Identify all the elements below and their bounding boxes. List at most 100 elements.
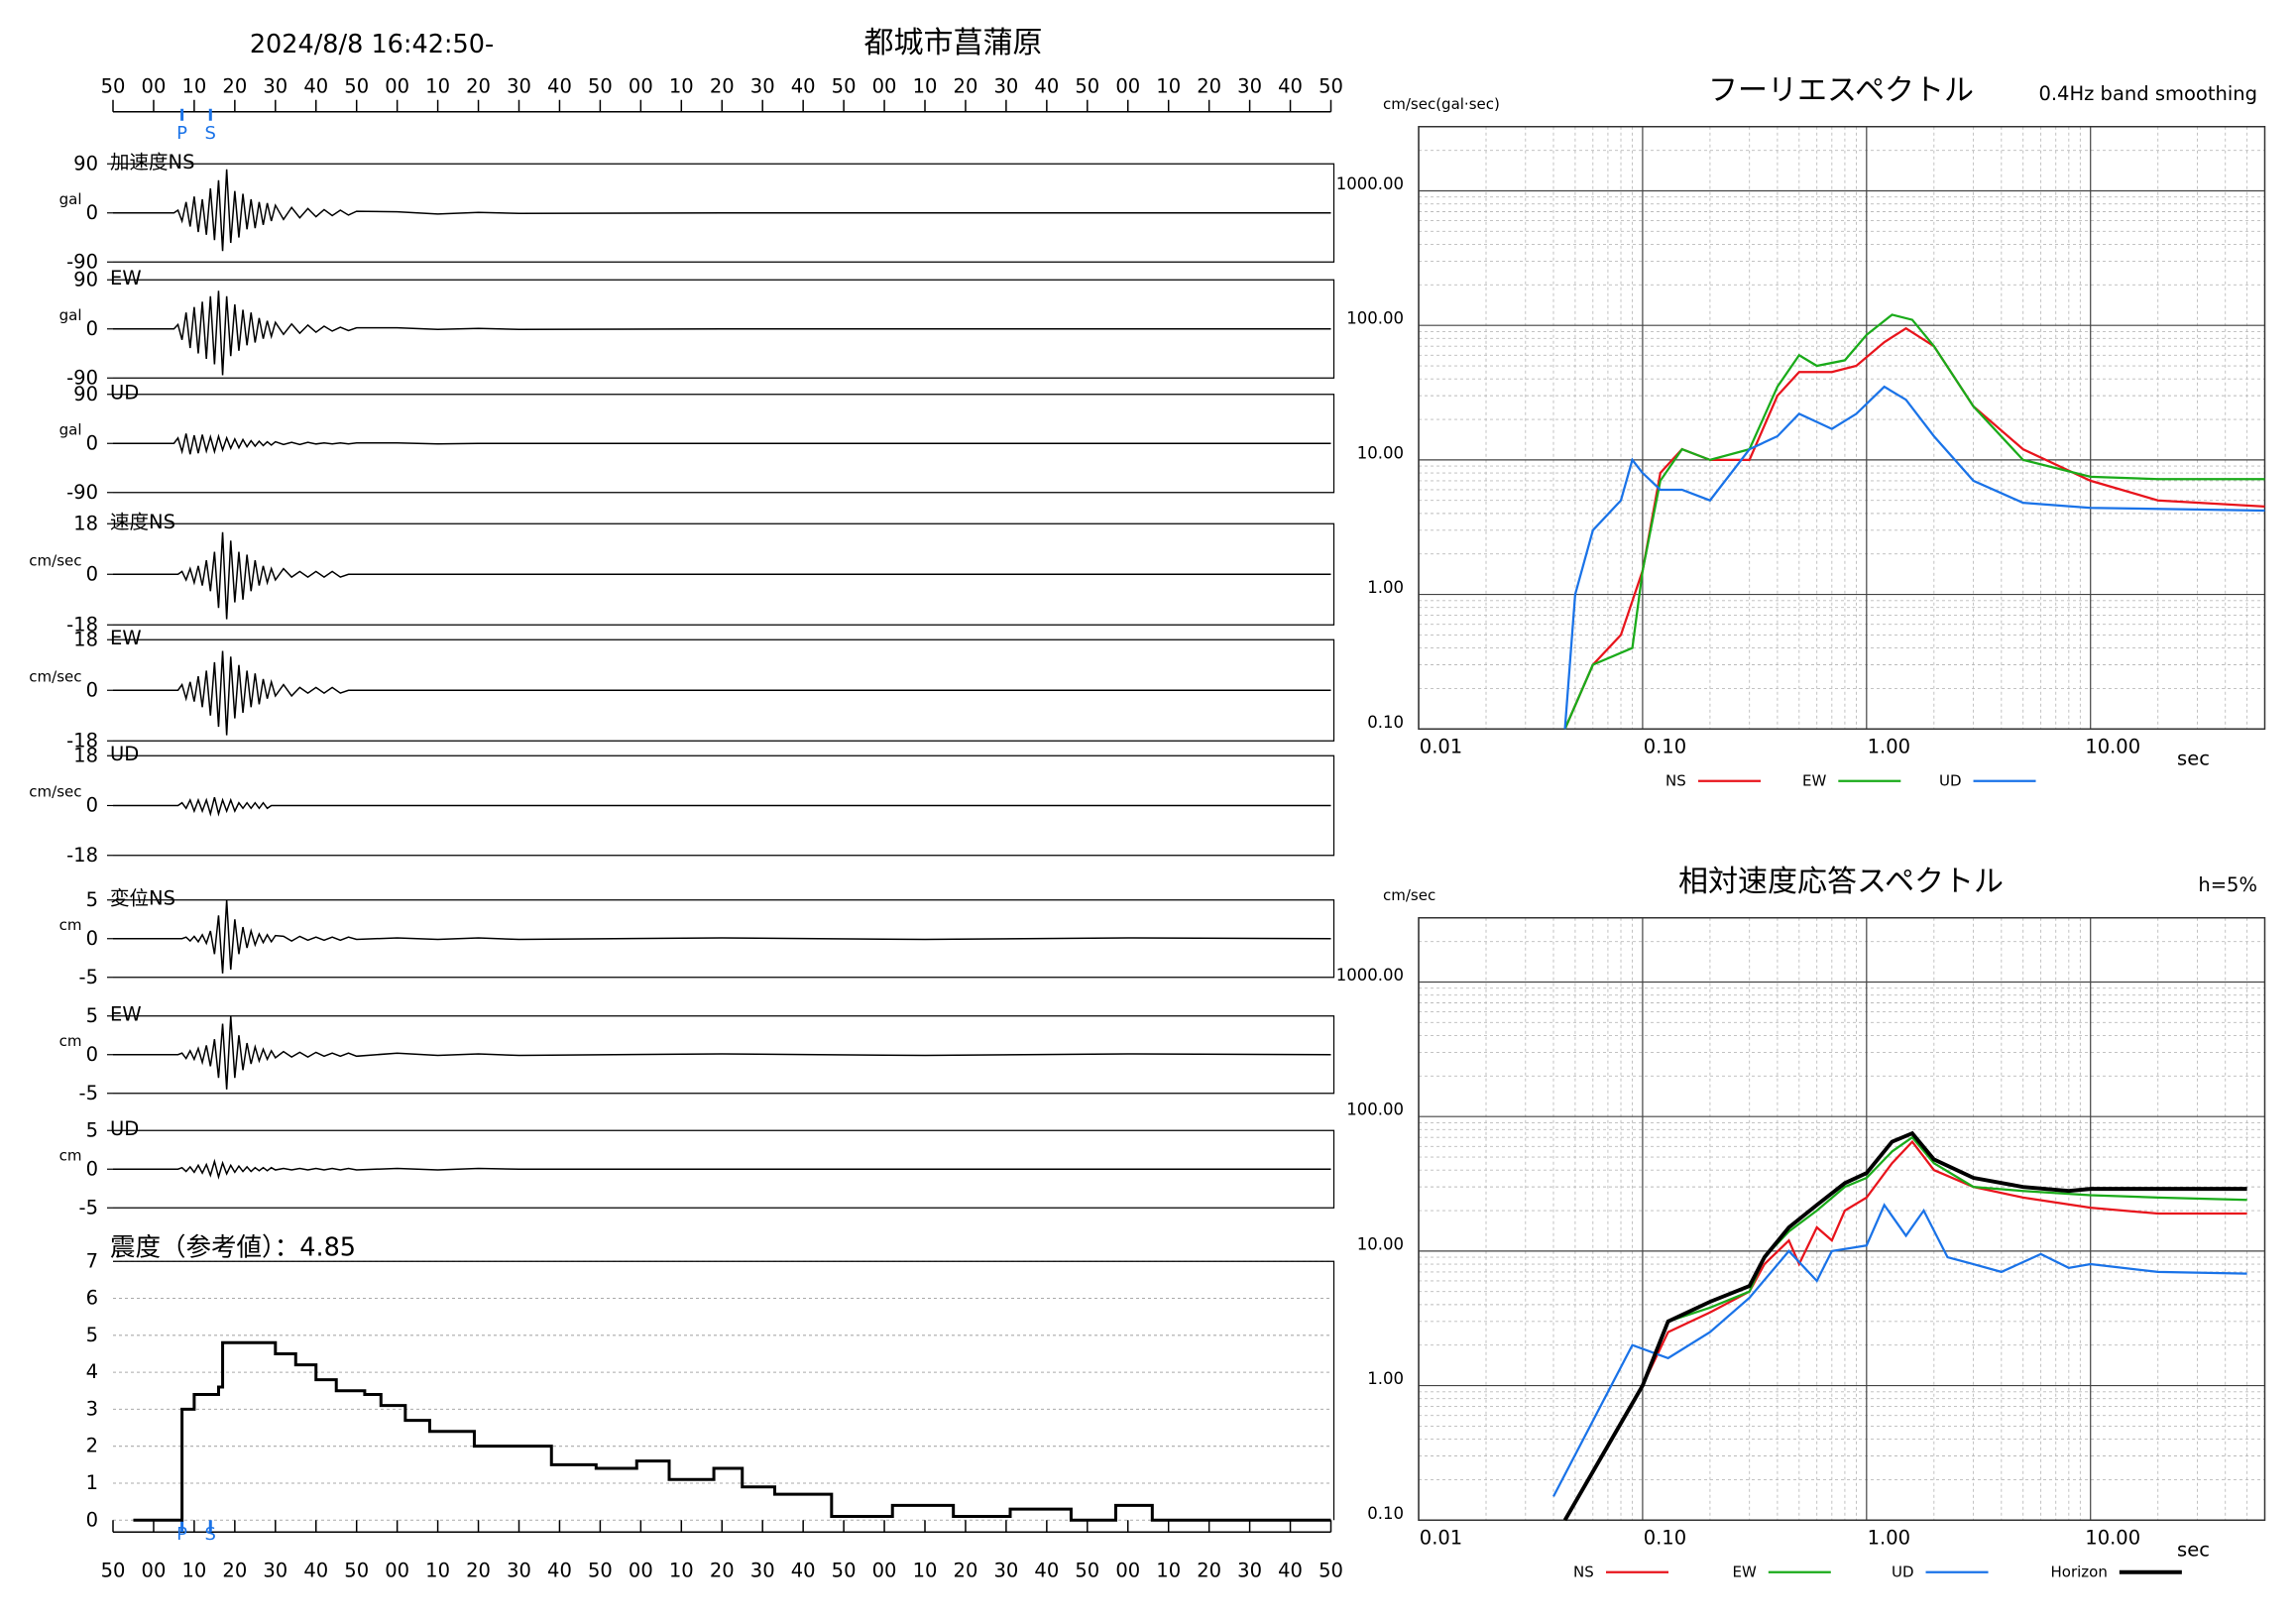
x-tick-label: 10 (425, 1559, 450, 1581)
x-tick-label: 10 (1156, 74, 1181, 97)
x-tick-label: 00 (872, 1559, 897, 1581)
x-tick-label: 00 (142, 74, 167, 97)
x-tick-label: 40 (303, 1559, 328, 1581)
y-tick-label: -90 (66, 481, 98, 504)
x-tick-label: 10 (1156, 1559, 1181, 1581)
legend-label: NS (1573, 1563, 1594, 1580)
y-tick-label: 1.00 (1367, 1369, 1404, 1388)
trace-label: EW (110, 627, 142, 649)
legend-label: UD (1939, 771, 1962, 789)
trace-label: EW (110, 1002, 142, 1025)
panel-frame (113, 163, 1335, 263)
y-tick-label: -5 (79, 1196, 98, 1218)
x-tick-label: 20 (710, 1559, 735, 1581)
x-tick-label: 10 (913, 1559, 938, 1581)
y-tick-label: 1 (86, 1471, 98, 1494)
x-tick-label: 10 (181, 74, 206, 97)
unit-label: cm (59, 1146, 82, 1164)
x-tick-label: 40 (547, 1559, 572, 1581)
phase-label: S (205, 1524, 216, 1545)
x-tick-label: 20 (954, 74, 978, 97)
x-tick-label: 40 (1034, 74, 1059, 97)
y-tick-label: 10.00 (1357, 1234, 1404, 1253)
legend-label: NS (1665, 771, 1686, 789)
panel-frame (113, 1129, 1335, 1209)
x-tick-label: 0.01 (1420, 735, 1462, 757)
y-axis-label: cm/sec (1383, 886, 1435, 904)
x-tick-label: 30 (263, 74, 287, 97)
x-tick-label: 1.00 (1868, 1526, 1910, 1549)
chart-title: 都城市菖蒲原 (864, 26, 1043, 60)
plot-frame (1418, 125, 2266, 730)
x-tick-label: 50 (1319, 1559, 1343, 1581)
y-tick-label: 0 (86, 927, 98, 950)
y-tick-label: 2 (86, 1435, 98, 1457)
legend-label: Horizon (2051, 1563, 2108, 1580)
x-tick-label: 50 (344, 74, 369, 97)
x-tick-label: 00 (1115, 74, 1140, 97)
waveform-trace (113, 169, 1331, 252)
plot-frame (1418, 917, 2266, 1521)
unit-label: cm (59, 916, 82, 934)
y-tick-label: 0 (86, 562, 98, 585)
y-tick-label: 100.00 (1346, 1101, 1404, 1119)
x-tick-label: 50 (1075, 74, 1099, 97)
x-tick-label: 50 (101, 1559, 126, 1581)
panel-frame (113, 638, 1335, 742)
x-tick-label: 10 (669, 74, 694, 97)
panel-frame (113, 754, 1335, 857)
unit-label: cm (59, 1032, 82, 1050)
x-tick-label: 00 (872, 74, 897, 97)
y-tick-label: 18 (73, 744, 98, 766)
y-tick-label: 10.00 (1357, 443, 1404, 462)
y-tick-label: 1000.00 (1336, 966, 1404, 985)
x-tick-label: 50 (1075, 1559, 1099, 1581)
x-tick-label: 10 (913, 74, 938, 97)
y-tick-label: 0 (86, 1043, 98, 1066)
chart-subtitle: 0.4Hz band smoothing (2038, 82, 2257, 105)
y-tick-label: 5 (86, 1324, 98, 1346)
waveform-trace (113, 531, 1331, 620)
y-tick-label: 0.10 (1367, 713, 1404, 732)
x-tick-label: 20 (710, 74, 735, 97)
y-tick-label: 3 (86, 1397, 98, 1420)
unit-label: cm/sec (29, 551, 81, 569)
y-tick-label: -18 (66, 844, 98, 867)
panel-frame (113, 279, 1335, 379)
trace-label: 速度NS (110, 511, 175, 533)
y-tick-label: 0 (86, 431, 98, 454)
trace-label: UD (110, 743, 139, 765)
x-tick-label: 10 (181, 1559, 206, 1581)
y-tick-label: -18 (66, 613, 98, 636)
x-tick-label: 00 (629, 1559, 653, 1581)
y-tick-label: 18 (73, 628, 98, 650)
x-tick-label: 0.10 (1644, 1526, 1686, 1549)
panel-frame (113, 899, 1335, 979)
y-tick-label: 5 (86, 888, 98, 911)
x-tick-label: 00 (629, 74, 653, 97)
spectrum-line (1562, 1130, 2247, 1522)
y-tick-label: 0 (86, 794, 98, 817)
y-tick-label: 5 (86, 1004, 98, 1027)
panel-frame (113, 1260, 1335, 1521)
x-tick-label: 20 (466, 74, 491, 97)
y-tick-label: 0.10 (1367, 1504, 1404, 1523)
y-tick-label: 0 (86, 317, 98, 340)
unit-label: cm/sec (29, 667, 81, 685)
chart-subtitle: 2024/8/8 16:42:50- (250, 30, 494, 59)
x-tick-label: 0.01 (1420, 1526, 1462, 1549)
x-tick-label: 50 (588, 74, 613, 97)
y-tick-label: 0 (86, 1157, 98, 1180)
x-tick-label: 00 (142, 1559, 167, 1581)
waveform-trace (113, 1015, 1331, 1090)
x-tick-label: 30 (263, 1559, 287, 1581)
y-tick-label: -90 (66, 250, 98, 273)
x-tick-label: 1.00 (1868, 735, 1910, 757)
x-tick-label: 20 (222, 74, 247, 97)
unit-label: cm/sec (29, 783, 81, 801)
y-tick-label: 4 (86, 1360, 98, 1383)
x-tick-label: 20 (466, 1559, 491, 1581)
y-tick-label: 90 (73, 152, 98, 174)
spectrum-line (1552, 1203, 2247, 1497)
